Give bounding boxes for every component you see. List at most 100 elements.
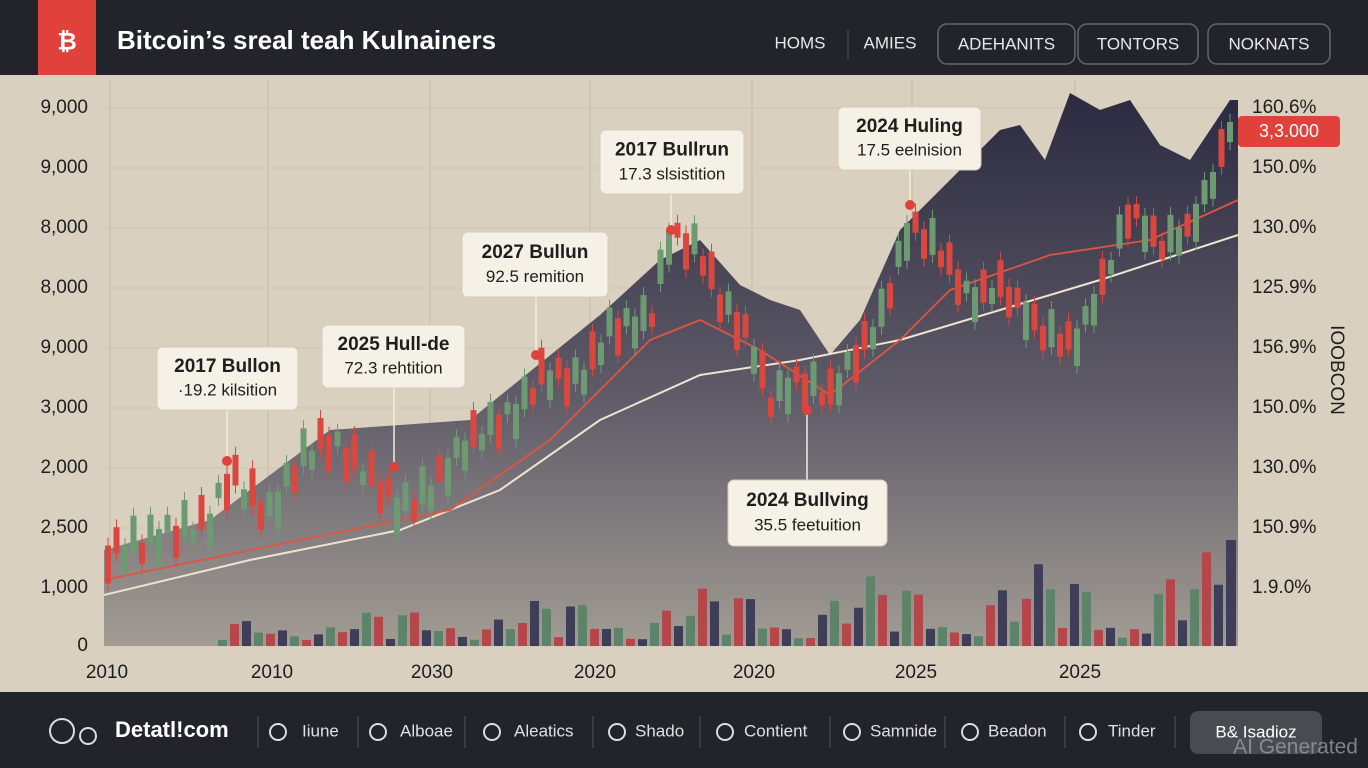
x-axis-label: 2030 — [411, 662, 453, 683]
moving-average — [103, 199, 1239, 581]
annotation-subtitle: ·19.2 kilsition — [178, 381, 277, 400]
candle-body — [632, 316, 638, 349]
candle-body — [300, 428, 307, 466]
candle-body — [640, 295, 647, 331]
candle-body — [122, 546, 128, 572]
candle-body — [462, 440, 468, 471]
candle-body — [887, 283, 893, 309]
candle-body — [283, 462, 290, 487]
candle-body — [683, 233, 689, 270]
annotation-title: 2017 Bullrun — [615, 139, 729, 160]
y2-axis-label: 150.9% — [1252, 517, 1317, 538]
candle-body — [487, 401, 494, 435]
candle-body — [105, 545, 111, 584]
annotation-subtitle: 72.3 rehtition — [344, 359, 442, 378]
y-axis-label: 8,000 — [40, 217, 88, 238]
nav-link[interactable]: HOMS — [775, 33, 826, 52]
volume-bar — [842, 623, 851, 646]
footer-link[interactable]: Aleatics — [514, 721, 574, 740]
candle-body — [1176, 227, 1182, 256]
candle-body — [521, 376, 528, 410]
candle-body — [1201, 179, 1208, 205]
annotation-dot — [802, 405, 812, 415]
candle-body — [1142, 215, 1148, 252]
candle-body — [1065, 321, 1072, 350]
footer-button[interactable] — [1190, 711, 1322, 754]
annotation-box — [321, 324, 466, 389]
candle-body — [530, 388, 536, 405]
candle-body — [836, 373, 842, 406]
x-axis-label: 2010 — [251, 662, 293, 683]
y-axis-label: 3,000 — [40, 397, 88, 418]
nav-link[interactable]: AMIES — [864, 33, 917, 52]
nav-icon — [269, 723, 287, 741]
footer-button-label[interactable]: B& Isadioz — [1215, 722, 1296, 741]
footer-link[interactable]: Alboae — [400, 721, 453, 740]
candle-body — [258, 502, 264, 530]
x-axis-label: 2020 — [574, 662, 616, 683]
candle-body — [130, 515, 137, 554]
brand-icon — [49, 718, 97, 745]
annotation-title: 2027 Bullun — [482, 242, 589, 263]
annotation-box — [461, 231, 609, 298]
y-axis-label: 9,000 — [40, 157, 88, 178]
volume-bar — [530, 600, 539, 646]
nav-button-label[interactable]: TONTORS — [1097, 34, 1180, 53]
candle-body — [326, 434, 332, 471]
candle-body — [1116, 214, 1123, 249]
candle-body — [351, 434, 358, 469]
y2-axis-label: 160.6% — [1252, 97, 1317, 118]
footer-link[interactable]: Contient — [744, 721, 808, 740]
annotations: 2017 Bullon ·19.2 kilsition 2025 Hull-de 72… — [156, 106, 982, 547]
footer-link[interactable]: Iiune — [302, 721, 339, 740]
candle-body — [844, 352, 851, 370]
volume-bar — [710, 601, 719, 646]
volume-bar — [590, 628, 599, 646]
nav-button-label[interactable]: ADEHANITS — [958, 34, 1055, 53]
candle-body — [929, 217, 936, 255]
candle-body — [649, 313, 655, 327]
volume-bar — [506, 629, 515, 646]
y-axis-label: 9,000 — [40, 97, 88, 118]
volume-bar — [1190, 589, 1199, 646]
candle-body — [1133, 204, 1140, 219]
axis-labels: 9,000 9,000 8,000 8,000 9,000 3,000 2,000 2,500… — [40, 97, 1347, 683]
footer-link[interactable]: Tinder — [1108, 721, 1156, 740]
volume-bar — [1094, 629, 1103, 646]
candle-body — [785, 377, 791, 415]
annotation-title: 2025 Hull-de — [338, 334, 450, 355]
y-axis-label: 0 — [77, 635, 88, 656]
candle-body — [1057, 333, 1063, 357]
candle-body — [1218, 129, 1225, 167]
volume-bar — [422, 630, 431, 646]
candle-body — [751, 346, 757, 374]
volume-bar — [1214, 584, 1223, 646]
candle-body — [700, 256, 706, 276]
brand[interactable]: Detatl!com — [115, 717, 229, 742]
nav-button-label[interactable]: NOKNATS — [1229, 34, 1310, 53]
volume-bar — [566, 606, 575, 646]
nav-button[interactable] — [937, 23, 1076, 65]
candle-body — [147, 514, 154, 544]
candle-body — [513, 403, 519, 440]
candle-body — [164, 514, 171, 533]
candle-body — [989, 288, 995, 305]
volume-bar — [554, 637, 563, 646]
candle-body — [972, 287, 978, 323]
nav-button[interactable] — [1207, 23, 1331, 65]
candle-body — [309, 450, 315, 471]
volume-bar — [254, 632, 263, 646]
nav-button[interactable] — [1077, 23, 1199, 65]
volume-bar — [290, 636, 299, 646]
volume-bar — [482, 629, 491, 646]
nav-icon — [716, 723, 734, 741]
annotation-dot — [905, 200, 915, 210]
annotation-subtitle: 92.5 remition — [486, 267, 584, 286]
nav-icon — [1079, 723, 1097, 741]
candle-body — [742, 313, 749, 338]
volume-bar — [806, 638, 815, 646]
footer-link[interactable]: Beadon — [988, 721, 1047, 740]
footer-link[interactable]: Samnide — [870, 721, 937, 740]
candle-body — [241, 489, 247, 510]
footer-link[interactable]: Shado — [635, 721, 684, 740]
